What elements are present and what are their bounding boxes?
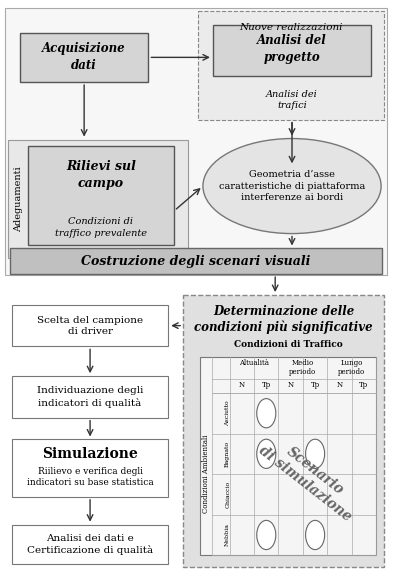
Bar: [183, 295, 384, 567]
Text: Costruzione degli scenari visuali: Costruzione degli scenari visuali: [81, 255, 311, 268]
Text: Condizioni Ambientali: Condizioni Ambientali: [202, 435, 210, 513]
Text: Analisi dei dati e
Certificazione di qualità: Analisi dei dati e Certificazione di qua…: [27, 533, 153, 555]
Bar: [12, 376, 168, 418]
Bar: [200, 357, 376, 555]
Bar: [12, 439, 168, 497]
Bar: [213, 25, 371, 76]
Text: N: N: [287, 381, 294, 389]
Text: Nebbia: Nebbia: [225, 524, 230, 546]
Text: Condizioni di Traffico: Condizioni di Traffico: [234, 340, 343, 349]
Text: Geometria d’asse
caratteristiche di piattaforma
interferenze ai bordi: Geometria d’asse caratteristiche di piat…: [219, 170, 365, 202]
Text: Asciutto: Asciutto: [225, 401, 230, 426]
Text: Tp: Tp: [359, 381, 369, 389]
Bar: [12, 525, 168, 564]
Text: Altualità: Altualità: [239, 360, 269, 367]
Ellipse shape: [257, 399, 276, 428]
Bar: [198, 11, 384, 120]
Text: Analisi dei
trafici: Analisi dei trafici: [266, 90, 318, 110]
Text: Medio
periodo: Medio periodo: [289, 360, 316, 376]
Text: Nuove realizzazioni: Nuove realizzazioni: [239, 23, 343, 32]
Ellipse shape: [306, 439, 325, 468]
Bar: [8, 139, 188, 258]
Bar: [28, 146, 174, 246]
Text: Individuazione degli
indicatori di qualità: Individuazione degli indicatori di quali…: [37, 386, 143, 407]
Text: Riilievo e verifica degli
indicatori su base statistica: Riilievo e verifica degli indicatori su …: [27, 467, 154, 487]
Text: Scelta del campione
di driver: Scelta del campione di driver: [37, 316, 143, 336]
Text: N: N: [239, 381, 245, 389]
Bar: [12, 305, 168, 346]
Bar: [20, 32, 149, 82]
Text: Scenario
di simulazione: Scenario di simulazione: [256, 431, 364, 524]
Text: Bagnato: Bagnato: [225, 440, 230, 467]
Text: Simulazione: Simulazione: [42, 447, 138, 461]
Bar: [10, 249, 382, 274]
Text: Tp: Tp: [262, 381, 271, 389]
Ellipse shape: [306, 520, 325, 550]
Ellipse shape: [203, 139, 381, 234]
Text: Acquisizione
dati: Acquisizione dati: [42, 42, 126, 72]
Text: Condizioni di
traffico prevalente: Condizioni di traffico prevalente: [55, 217, 147, 238]
Text: Lungo
periodo: Lungo periodo: [338, 360, 366, 376]
Text: Rilievi sul
campo: Rilievi sul campo: [66, 160, 136, 190]
Ellipse shape: [257, 520, 276, 550]
Text: N: N: [337, 381, 343, 389]
Text: Determinazione delle
condizioni più significative: Determinazione delle condizioni più sign…: [194, 305, 373, 335]
Ellipse shape: [257, 439, 276, 468]
Text: Analisi del
progetto: Analisi del progetto: [257, 34, 327, 64]
Text: Adeguamenti: Adeguamenti: [14, 166, 23, 232]
Text: Tp: Tp: [310, 381, 320, 389]
Text: Ghiaccio: Ghiaccio: [225, 481, 230, 508]
Bar: [5, 8, 387, 275]
